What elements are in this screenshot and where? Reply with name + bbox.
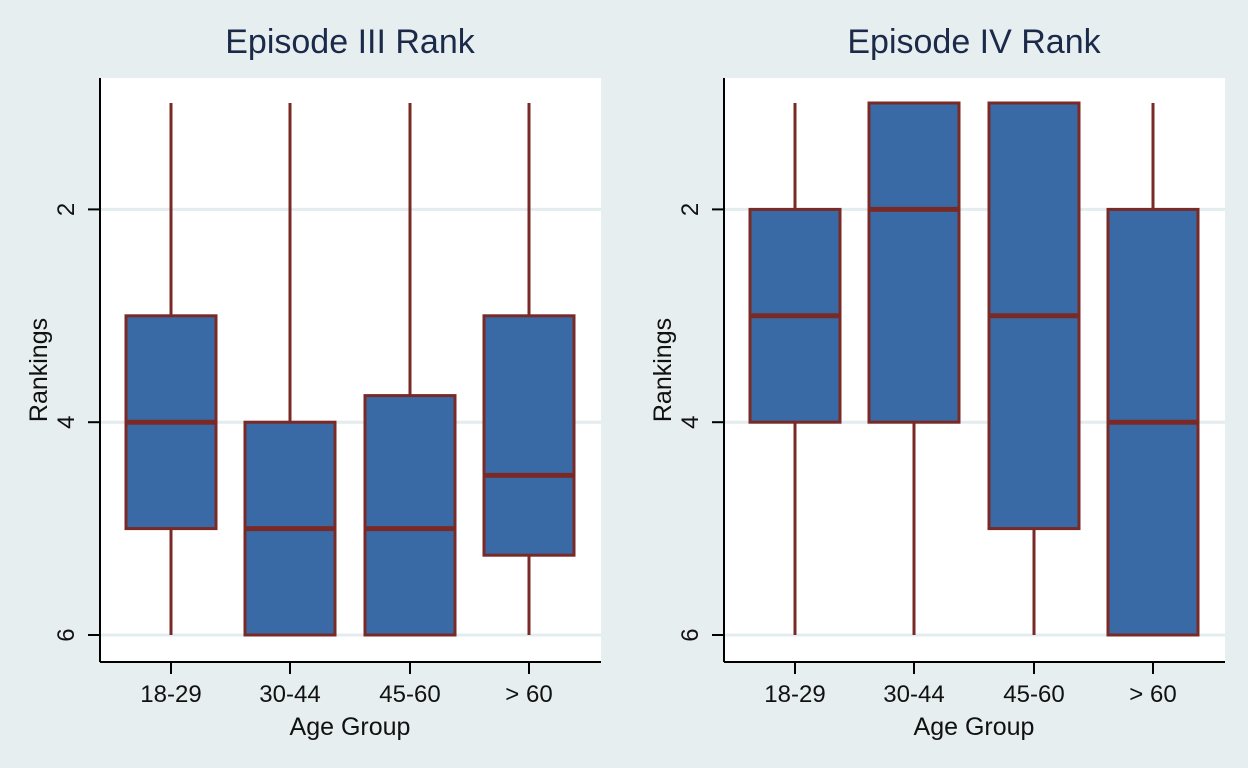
box-> 60: [482, 103, 576, 635]
x-tick-label: 18-29: [140, 681, 201, 708]
box-45-60: [363, 103, 457, 637]
chart-panel-1: Episode III Rank 2 4 6 Rankings 18-29 30-44 45-…: [25, 23, 601, 741]
x-axis-title: Age Group: [914, 713, 1035, 741]
box-> 60: [1106, 103, 1200, 637]
y-tick-label: 2: [53, 203, 80, 216]
y-tick-label: 4: [53, 416, 80, 429]
x-tick-label: 18-29: [764, 681, 825, 708]
x-tick-label: > 60: [1129, 681, 1176, 708]
iqr-box: [482, 314, 576, 557]
x-axis-title: Age Group: [290, 713, 411, 741]
chart-panel-2: Episode IV Rank 2 4 6 Rankings 18-29 30-44 45-6…: [649, 23, 1225, 741]
iqr-box: [363, 394, 457, 637]
chart-title: Episode IV Rank: [847, 23, 1101, 61]
y-tick-label: 4: [677, 416, 704, 429]
chart-title: Episode III Rank: [225, 23, 475, 61]
x-tick-label: 45-60: [1003, 681, 1064, 708]
box-30-44: [243, 103, 337, 637]
box-18-29: [748, 103, 842, 635]
box-18-29: [124, 103, 218, 635]
x-tick-label: 30-44: [259, 681, 320, 708]
y-tick-label: 6: [53, 628, 80, 641]
x-tick-label: 45-60: [379, 681, 440, 708]
box-30-44: [867, 101, 961, 635]
x-tick-label: 30-44: [883, 681, 944, 708]
x-tick-label: > 60: [505, 681, 552, 708]
iqr-box: [867, 101, 961, 424]
y-tick-label: 2: [677, 203, 704, 216]
y-axis-title: Rankings: [25, 318, 53, 422]
y-tick-label: 6: [677, 628, 704, 641]
box-45-60: [987, 101, 1081, 635]
y-axis-title: Rankings: [649, 318, 677, 422]
